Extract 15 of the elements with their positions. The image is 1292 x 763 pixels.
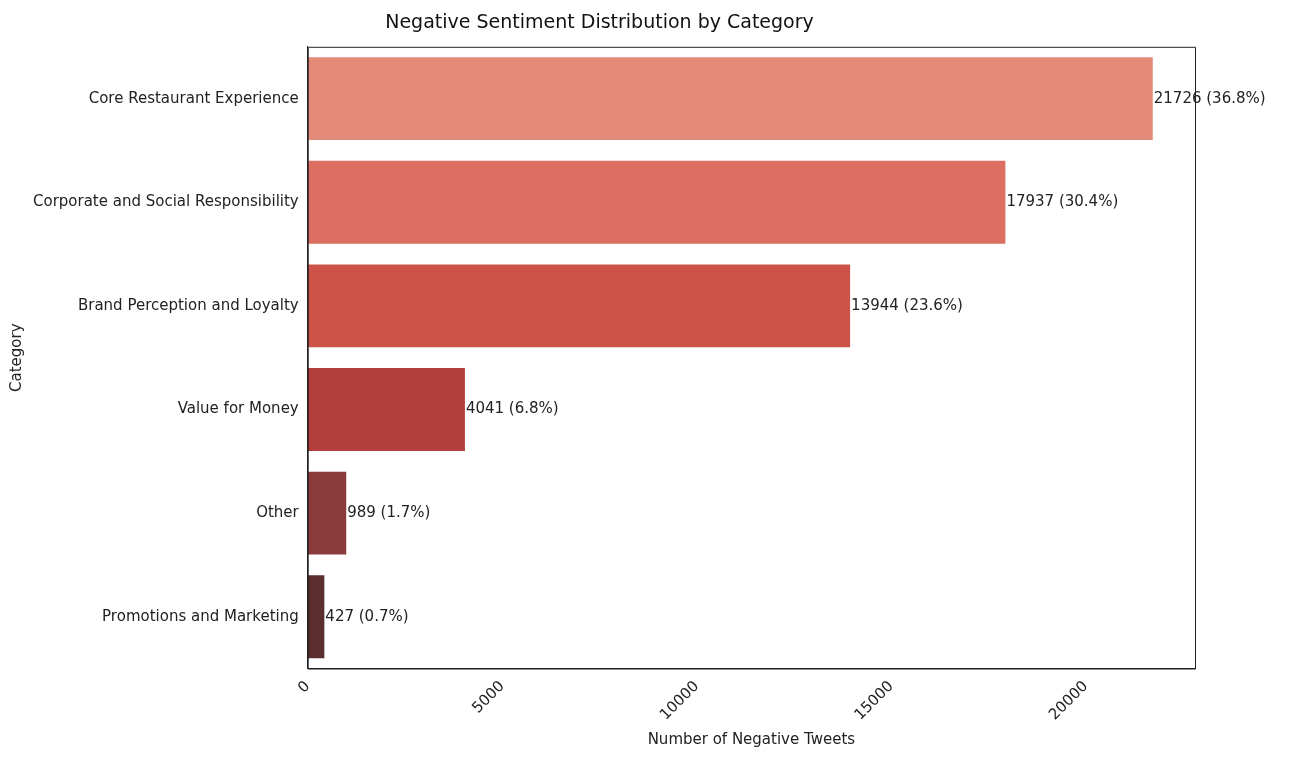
data-label: 17937 (30.4%) xyxy=(1006,192,1119,211)
x-tick-label: 0 xyxy=(293,676,314,697)
y-axis-title: Category xyxy=(6,323,25,392)
x-axis-title: Number of Negative Tweets xyxy=(647,729,856,748)
data-label: 4041 (6.8%) xyxy=(465,399,559,418)
data-label: 989 (1.7%) xyxy=(347,502,431,521)
chart-title: Negative Sentiment Distribution by Category xyxy=(385,10,814,33)
data-label: 427 (0.7%) xyxy=(325,606,409,625)
y-tick-label: Brand Perception and Loyalty xyxy=(77,295,299,314)
y-tick-label: Corporate and Social Responsibility xyxy=(32,192,299,211)
y-tick-label: Promotions and Marketing xyxy=(102,606,299,625)
y-tick-label: Value for Money xyxy=(177,399,299,418)
data-label: 13944 (23.6%) xyxy=(851,295,963,314)
y-tick-label: Core Restaurant Experience xyxy=(88,88,299,107)
y-tick-label: Other xyxy=(256,502,300,521)
